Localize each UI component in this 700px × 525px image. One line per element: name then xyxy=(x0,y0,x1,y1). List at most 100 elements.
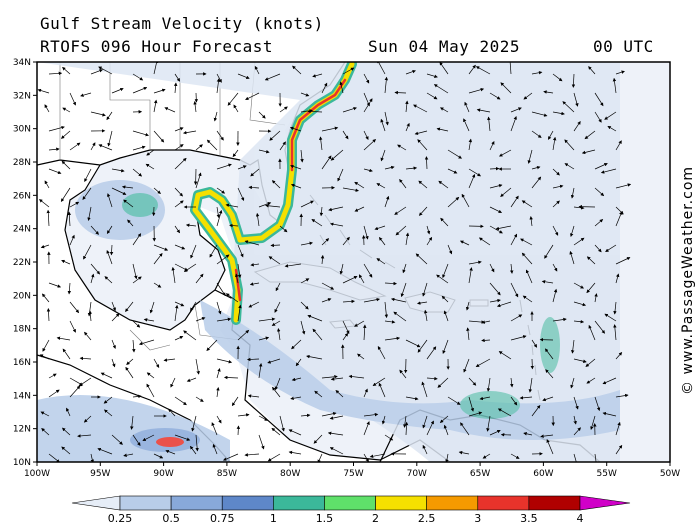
velocity-arrow xyxy=(48,453,60,462)
velocity-arrow xyxy=(82,187,92,200)
lon-label: 65W xyxy=(470,469,490,479)
velocity-arrow xyxy=(216,187,226,194)
velocity-arrow xyxy=(422,444,428,455)
lon-label: 50W xyxy=(660,469,680,479)
velocity-arrow xyxy=(510,453,520,459)
velocity-arrow xyxy=(153,130,165,143)
velocity-arrow xyxy=(447,196,460,208)
velocity-arrow xyxy=(468,396,474,412)
velocity-arrow xyxy=(195,172,202,189)
velocity-arrow xyxy=(615,444,623,455)
lat-label: 24N xyxy=(13,225,31,235)
velocity-arrow xyxy=(245,92,260,100)
velocity-arrow xyxy=(195,144,203,151)
velocity-arrow xyxy=(237,304,242,322)
velocity-arrow xyxy=(342,130,349,140)
velocity-arrow xyxy=(405,396,419,401)
velocity-arrow xyxy=(342,299,355,304)
velocity-arrow xyxy=(564,139,575,151)
velocity-arrow xyxy=(300,149,304,163)
forecast-date: Sun 04 May 2025 xyxy=(368,37,520,56)
velocity-arrow xyxy=(237,187,245,202)
velocity-arrow xyxy=(528,377,533,393)
velocity-arrow xyxy=(461,193,470,208)
lon-label: 70W xyxy=(407,469,427,479)
velocity-arrow xyxy=(600,168,617,174)
velocity-arrow xyxy=(125,366,134,379)
velocity-arrow xyxy=(602,377,617,385)
velocity-arrow xyxy=(519,396,533,400)
velocity-arrow xyxy=(531,165,541,170)
velocity-arrow xyxy=(552,111,565,116)
velocity-arrow xyxy=(132,145,146,151)
velocity-arrow xyxy=(403,415,407,428)
velocity-arrow xyxy=(586,256,596,265)
velocity-arrow xyxy=(615,257,631,265)
velocity-arrow xyxy=(265,204,281,208)
velocity-arrow xyxy=(271,180,281,189)
velocity-arrow xyxy=(405,100,409,113)
velocity-arrow xyxy=(48,147,60,152)
velocity-arrow xyxy=(237,73,250,79)
velocity-arrow xyxy=(61,446,71,455)
velocity-arrow xyxy=(329,447,344,455)
velocity-arrow xyxy=(279,225,288,233)
velocity-arrow xyxy=(482,453,491,459)
velocity-arrow xyxy=(88,310,93,322)
velocity-arrow xyxy=(61,427,71,436)
velocity-arrow xyxy=(153,252,163,265)
velocity-arrow xyxy=(183,130,197,135)
velocity-arrow xyxy=(146,383,155,398)
velocity-arrow xyxy=(321,82,328,94)
velocity-arrow xyxy=(342,276,358,284)
velocity-arrow xyxy=(254,65,260,75)
velocity-arrow xyxy=(321,282,335,290)
velocity-arrow xyxy=(271,427,281,436)
velocity-arrow xyxy=(372,377,386,386)
velocity-arrow xyxy=(48,373,57,379)
velocity-arrow xyxy=(384,111,389,126)
velocity-arrow xyxy=(106,225,113,234)
velocity-arrow xyxy=(510,116,517,132)
velocity-arrow xyxy=(206,339,218,352)
velocity-arrow xyxy=(426,346,437,360)
velocity-arrow xyxy=(447,244,453,255)
velocity-arrow xyxy=(258,149,270,154)
velocity-arrow xyxy=(126,358,134,365)
velocity-arrow xyxy=(44,104,50,113)
velocity-arrow xyxy=(123,199,134,208)
velocity-arrow xyxy=(426,225,431,235)
velocity-arrow xyxy=(100,372,113,379)
velocity-arrow xyxy=(216,358,233,364)
velocity-arrow xyxy=(250,168,260,177)
velocity-arrow xyxy=(216,206,220,219)
velocity-arrow xyxy=(106,111,113,121)
velocity-arrow xyxy=(342,67,355,75)
velocity-arrow xyxy=(573,427,581,436)
velocity-arrow xyxy=(183,263,197,272)
velocity-arrow xyxy=(418,206,428,216)
velocity-arrow xyxy=(190,301,197,312)
velocity-arrow xyxy=(258,363,263,379)
velocity-arrow xyxy=(468,260,482,265)
velocity-arrow xyxy=(67,211,72,227)
velocity-arrow xyxy=(216,282,226,297)
velocity-arrow xyxy=(573,415,577,425)
velocity-arrow xyxy=(274,301,281,313)
velocity-arrow xyxy=(521,200,533,208)
velocity-arrow xyxy=(104,276,113,284)
velocity-arrow xyxy=(443,424,449,436)
velocity-arrow xyxy=(48,71,63,76)
velocity-arrow xyxy=(354,320,365,327)
velocity-arrow xyxy=(77,434,92,438)
velocity-arrows xyxy=(37,62,632,462)
velocity-arrow xyxy=(487,116,491,132)
velocity-arrow xyxy=(475,66,491,75)
velocity-arrow xyxy=(522,295,533,303)
velocity-arrow xyxy=(39,354,50,360)
velocity-arrow xyxy=(418,180,428,189)
velocity-arrow xyxy=(191,415,197,432)
velocity-arrow xyxy=(426,420,434,436)
velocity-arrow xyxy=(258,202,272,208)
velocity-arrow xyxy=(174,396,187,406)
